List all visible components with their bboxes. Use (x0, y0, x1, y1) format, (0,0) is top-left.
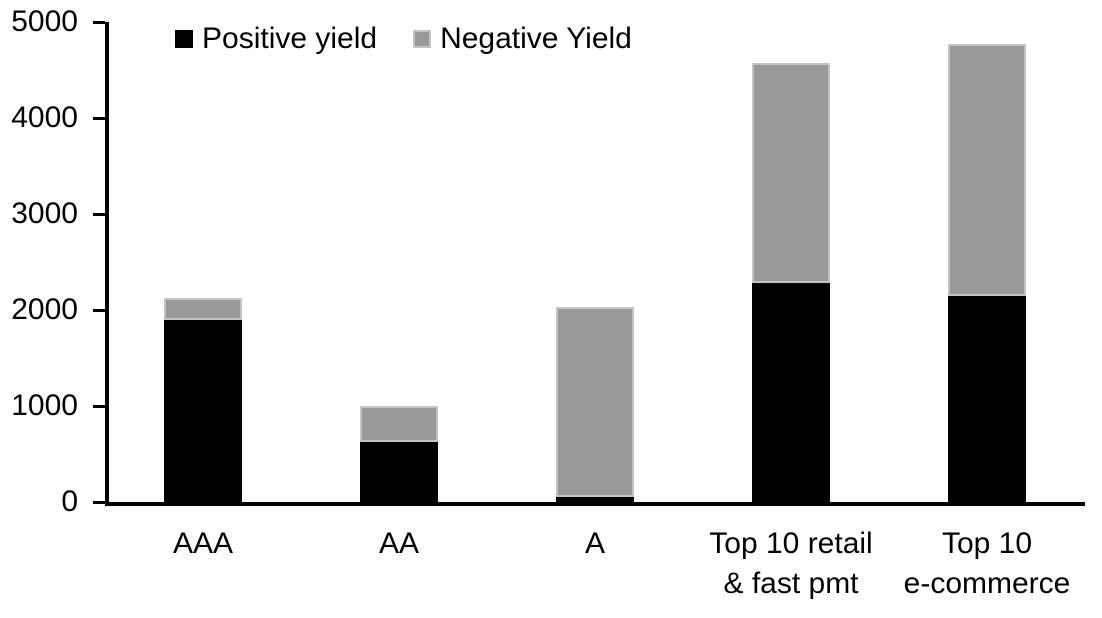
y-axis-tick-label: 3000 (11, 197, 78, 230)
bar-segment-positive-yield (556, 497, 634, 502)
bar-segment-negative-yield (948, 44, 1026, 296)
y-axis-tick-label: 2000 (11, 293, 78, 326)
x-axis-category-label: A (465, 524, 725, 564)
x-axis-label-line: AA (378, 527, 420, 560)
bar-segment-positive-yield (164, 319, 242, 502)
y-axis-tick (93, 501, 105, 504)
x-axis-label-line: Top 10 (941, 527, 1033, 560)
y-axis-tick-label: 4000 (11, 101, 78, 134)
y-axis-tick-label: 1000 (11, 389, 78, 422)
x-axis-category-label: Top 10 e-commerce (857, 524, 1102, 604)
legend-swatch-positive-yield (175, 30, 193, 48)
bar-segment-positive-yield (752, 283, 830, 502)
y-axis-tick (93, 309, 105, 312)
x-axis-label-line: AAA (172, 527, 234, 560)
y-axis-tick (93, 117, 105, 120)
y-axis-tick-label: 5000 (11, 5, 78, 38)
bar-segment-negative-yield (752, 63, 830, 284)
x-axis-label-line: Top 10 retail (709, 527, 873, 560)
y-axis-tick (93, 213, 105, 216)
legend-item: Positive yield (175, 22, 377, 56)
x-axis-label-line: A (584, 527, 605, 560)
bar-segment-negative-yield (360, 406, 438, 443)
legend-label: Positive yield (202, 22, 378, 55)
x-axis-label-line: e-commerce (903, 567, 1071, 600)
x-axis-category-label: AA (269, 524, 529, 564)
x-axis-category-label: Top 10 retail & fast pmt (661, 524, 921, 604)
legend-label: Negative Yield (440, 22, 632, 55)
x-axis-label-line: & fast pmt (723, 567, 859, 600)
bar-segment-negative-yield (164, 298, 242, 320)
y-axis-tick (93, 405, 105, 408)
y-axis-tick (93, 21, 105, 24)
bar-segment-positive-yield (948, 295, 1026, 502)
x-axis-line (105, 502, 1085, 506)
chart-legend: Positive yield Negative Yield (175, 22, 632, 56)
y-axis-tick-label: 0 (61, 485, 78, 518)
x-axis-category-label: AAA (73, 524, 333, 564)
bar-segment-negative-yield (556, 307, 634, 498)
legend-swatch-negative-yield (413, 30, 432, 48)
legend-item: Negative Yield (413, 22, 632, 56)
y-axis-line (105, 22, 109, 506)
bar-segment-positive-yield (360, 442, 438, 502)
